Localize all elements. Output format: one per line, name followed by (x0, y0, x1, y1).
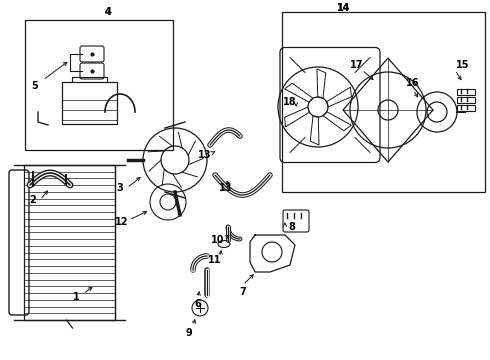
Text: 14: 14 (337, 3, 351, 13)
Text: 6: 6 (195, 299, 201, 309)
Text: 7: 7 (240, 287, 246, 297)
Bar (282, 12, 485, 192)
Text: 14: 14 (337, 3, 351, 13)
Bar (457, 105, 475, 111)
Text: 2: 2 (29, 195, 36, 205)
Text: 16: 16 (406, 78, 420, 88)
Bar (62, 82, 117, 124)
Text: 15: 15 (456, 60, 470, 70)
Text: 9: 9 (186, 328, 193, 338)
Text: 17: 17 (350, 60, 364, 70)
Text: 13: 13 (219, 183, 233, 193)
Text: 12: 12 (115, 217, 129, 227)
Text: 5: 5 (32, 81, 38, 91)
Text: 11: 11 (208, 255, 222, 265)
Text: 8: 8 (289, 222, 295, 232)
Bar (457, 89, 475, 95)
Text: 10: 10 (211, 235, 225, 245)
Text: 1: 1 (73, 292, 79, 302)
Polygon shape (250, 235, 295, 272)
Bar (457, 97, 475, 103)
Text: 4: 4 (105, 7, 111, 17)
Text: 4: 4 (105, 7, 111, 17)
Text: 18: 18 (283, 97, 297, 107)
Text: 3: 3 (117, 183, 123, 193)
Bar (24, 165, 115, 320)
Text: 13: 13 (198, 150, 212, 160)
Bar (25, 20, 173, 150)
